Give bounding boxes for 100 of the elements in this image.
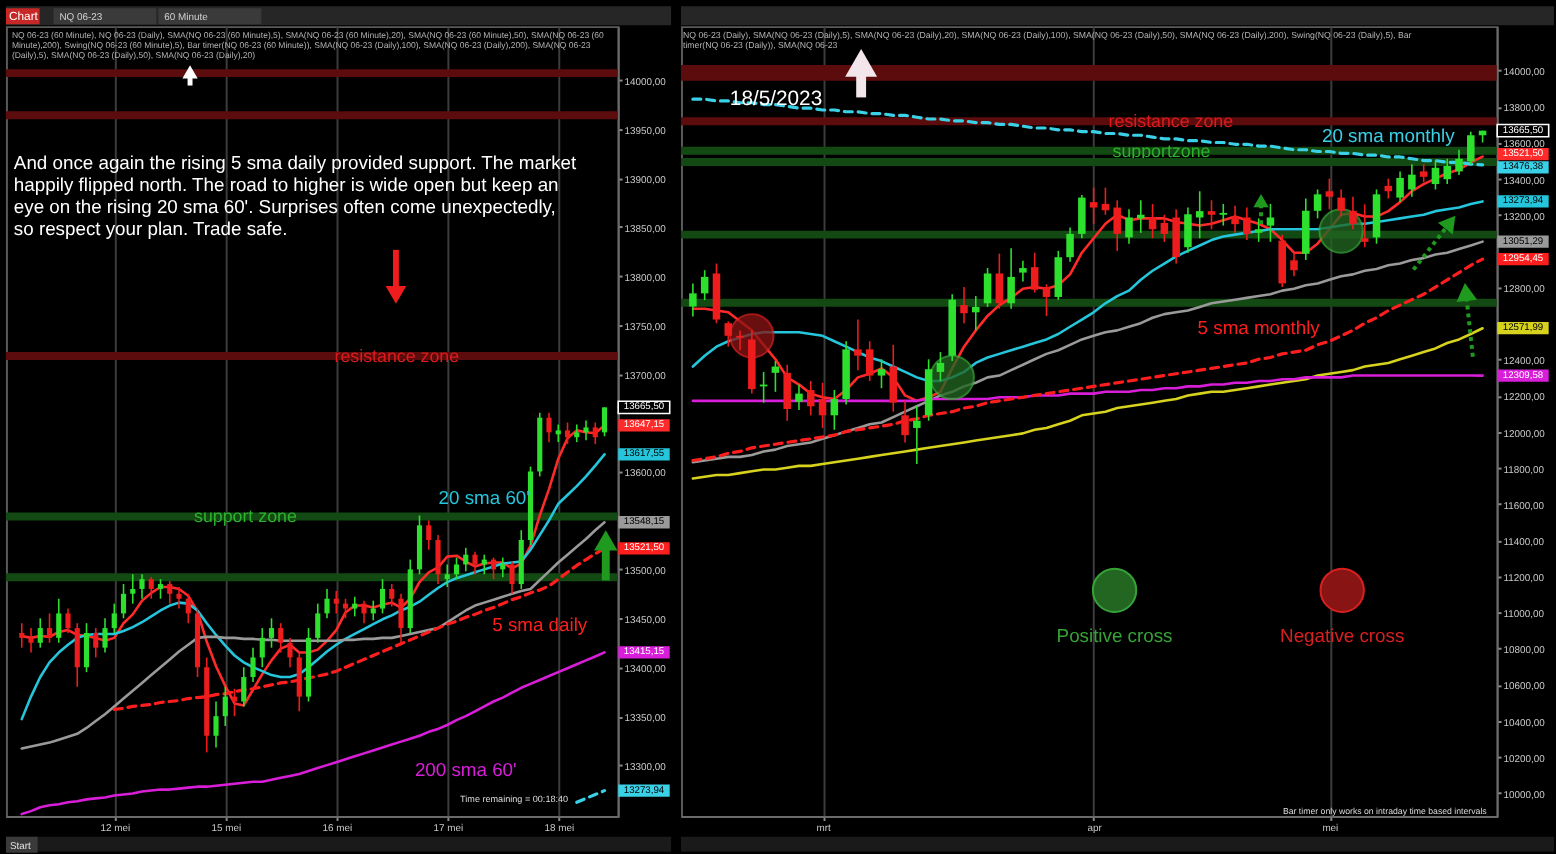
- candlestick: [472, 550, 478, 576]
- candlestick: [830, 389, 839, 431]
- candlestick: [1066, 226, 1074, 263]
- candlestick: [19, 622, 25, 649]
- candlestick: [807, 380, 815, 417]
- candlestick: [518, 529, 524, 590]
- candlestick: [500, 556, 506, 578]
- candlestick: [333, 590, 339, 615]
- candlestick: [1207, 199, 1216, 230]
- candlestick: [296, 651, 302, 713]
- candlestick: [463, 547, 469, 573]
- candlestick: [1360, 203, 1369, 249]
- candlestick: [1302, 197, 1310, 261]
- annotation: And once again the rising 5 sma daily provided support. The market happily flipped north. The road to higher is wide open but keep an eye on the rising 20 sma 60'. Surprises often come unexpectedly, so respect your plan. Trade safe.: [13, 150, 577, 239]
- candlestick: [877, 358, 886, 389]
- candlestick: [546, 411, 552, 443]
- candlestick: [37, 617, 43, 649]
- candlestick: [315, 602, 321, 644]
- candlestick: [379, 578, 386, 615]
- candlestick: [1419, 163, 1428, 184]
- candlestick: [28, 627, 34, 654]
- candlestick: [1337, 188, 1345, 218]
- candlestick: [231, 687, 238, 717]
- candlestick: [426, 519, 432, 551]
- candlestick: [1349, 195, 1357, 230]
- candlestick: [1325, 177, 1334, 211]
- candlestick: [1278, 233, 1286, 288]
- candlestick: [361, 599, 367, 624]
- candlestick: [700, 269, 709, 301]
- candlestick: [1443, 157, 1451, 185]
- candlestick: [1007, 247, 1015, 310]
- candlestick: [222, 686, 228, 727]
- candlestick: [564, 421, 571, 445]
- candlestick: [913, 405, 921, 465]
- candlestick: [509, 560, 515, 595]
- candlestick: [56, 597, 62, 644]
- candlestick: [865, 340, 874, 382]
- candlestick: [1172, 208, 1180, 265]
- candlestick: [287, 637, 293, 669]
- candlestick: [268, 617, 275, 649]
- legend-label: Negative cross: [1280, 623, 1405, 646]
- candlestick: [1455, 148, 1463, 176]
- point: [929, 354, 975, 400]
- candlestick: [250, 646, 256, 683]
- candlestick: [1054, 250, 1063, 301]
- legend-label: Positive cross: [1056, 623, 1174, 646]
- candlestick: [453, 556, 460, 580]
- candlestick: [185, 593, 191, 624]
- candlestick: [960, 286, 968, 324]
- candlestick: [583, 419, 589, 441]
- candlestick: [435, 534, 441, 585]
- candlestick: [167, 580, 173, 605]
- candlestick: [592, 421, 598, 445]
- candlestick: [1396, 170, 1404, 203]
- point: [1318, 208, 1364, 254]
- candlestick: [1148, 203, 1157, 240]
- candlestick: [1042, 283, 1051, 317]
- candlestick: [65, 607, 71, 634]
- candlestick: [111, 602, 117, 634]
- candlestick: [1030, 251, 1039, 294]
- series-label: 20 sma monthly: [1322, 124, 1456, 147]
- line-series: [20, 651, 606, 816]
- candlestick: [398, 593, 404, 644]
- candlestick: [889, 344, 898, 413]
- ref-line-label: resistance zone: [1108, 111, 1234, 132]
- candlestick: [120, 583, 127, 620]
- candlestick: [352, 595, 358, 618]
- candlestick: [130, 573, 136, 605]
- series-label: 5 sma daily: [492, 613, 588, 636]
- candlestick: [176, 586, 182, 610]
- candlestick: [157, 578, 164, 600]
- candlestick: [555, 423, 561, 443]
- candlestick: [1372, 188, 1381, 245]
- candlestick: [93, 627, 99, 659]
- candlestick: [972, 295, 980, 332]
- candlestick: [46, 612, 53, 644]
- candlestick: [818, 381, 827, 429]
- candlestick: [1019, 260, 1027, 283]
- candlestick: [416, 514, 423, 576]
- candlestick: [1078, 194, 1086, 240]
- candlestick: [795, 383, 803, 411]
- candlestick: [148, 576, 154, 600]
- candlestick: [1313, 188, 1322, 220]
- candlestick: [1089, 186, 1098, 225]
- candlestick: [1266, 203, 1275, 243]
- candlestick: [601, 406, 608, 438]
- series-label: 200 sma 60': [414, 757, 518, 780]
- candlestick: [444, 563, 450, 588]
- candlestick: [901, 400, 909, 444]
- candlestick: [213, 700, 219, 749]
- candlestick: [983, 267, 992, 308]
- candlestick: [490, 556, 497, 580]
- candlestick: [1408, 163, 1416, 198]
- candlestick: [1160, 213, 1169, 243]
- candlestick: [1290, 251, 1298, 277]
- candlestick: [995, 252, 1004, 310]
- candlestick: [854, 318, 862, 371]
- candlestick: [278, 622, 284, 654]
- candlestick: [712, 262, 721, 324]
- candlestick: [1467, 130, 1475, 165]
